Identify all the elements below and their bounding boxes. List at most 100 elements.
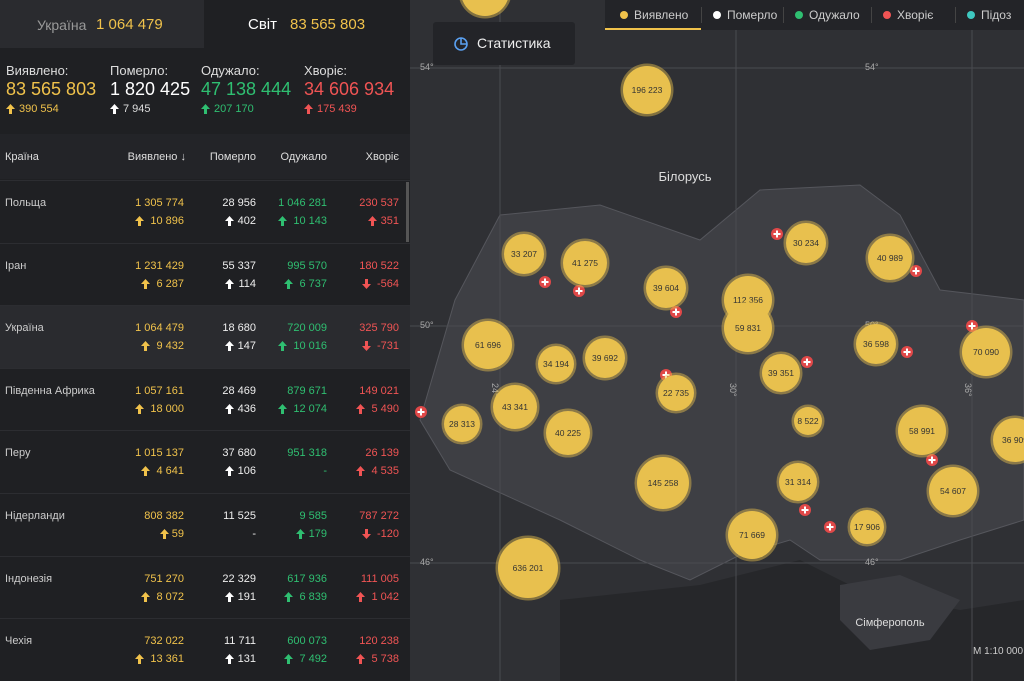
legend-item[interactable]: Виявлено (620, 0, 702, 30)
legend-item[interactable]: Підоз (967, 0, 1024, 30)
column-header: Виявлено ↓ (127, 151, 186, 163)
tab[interactable]: Світ 83 565 803 (204, 0, 410, 48)
table-row[interactable]: Перу 1 015 137 4 641 37 680 106 951 318 - 26 13… (0, 430, 410, 493)
legend-dot (883, 11, 891, 19)
cell-delta: 8 072 (156, 590, 184, 603)
cell-delta: 4 641 (156, 465, 184, 478)
cell-value: 1 015 137 (135, 447, 184, 460)
cluster-label: 30 234 (793, 238, 819, 248)
cell-value: 230 537 (359, 197, 399, 209)
cluster-label: 59 831 (735, 323, 761, 333)
cluster-label: 39 604 (653, 283, 679, 293)
cluster (759, 351, 803, 395)
cluster (535, 343, 577, 385)
legend-dot (967, 11, 975, 19)
legend-label: Хворіє (897, 8, 934, 22)
trend-arrow (277, 403, 287, 414)
table-row[interactable]: Іран 1 231 429 6 287 55 337 114 995 570 6 737 1… (0, 242, 410, 306)
cluster-label: 31 314 (785, 477, 811, 487)
table-row[interactable]: Індонезія 751 270 8 072 22 329 191 617 936 6 8… (0, 555, 410, 619)
column-header: Померло (209, 151, 256, 163)
cell-value: 720 009 (287, 322, 327, 335)
cell-delta: 1 042 (371, 590, 399, 603)
cluster (791, 404, 825, 438)
cluster (990, 415, 1024, 465)
cell-value: 808 382 (144, 510, 184, 522)
cluster (490, 382, 540, 432)
trend-arrow (134, 216, 144, 226)
button-label: Статистика (477, 35, 551, 51)
legend-label: Одужало (809, 8, 860, 22)
cluster (926, 464, 980, 518)
cluster-label: 36 598 (863, 339, 889, 349)
cell-value: 11 711 (223, 635, 256, 648)
trend-arrow (225, 403, 235, 414)
stats-button[interactable]: Статистика (433, 22, 575, 65)
trend-arrow (304, 104, 313, 114)
trend-arrow (356, 403, 365, 414)
cluster-label: 112 356 (733, 295, 763, 305)
summary-value: 1 820 425 (110, 79, 191, 99)
legend-item[interactable]: Померло (713, 0, 788, 30)
tab[interactable]: Україна 1 064 479 (0, 0, 204, 48)
cluster-label: 36 909 (1002, 435, 1024, 445)
table-row[interactable]: Польща 1 305 774 10 896 28 956 402 1 046 281 1… (0, 180, 410, 243)
cell-delta: 13 361 (150, 653, 184, 666)
cell-delta: -120 (376, 528, 399, 540)
table-row[interactable]: Південна Африка 1 057 161 18 000 28 469 436 8… (0, 367, 410, 431)
cell-delta: 18 000 (150, 402, 184, 415)
cluster (461, 318, 515, 372)
graticule-label: 54° (865, 62, 879, 72)
cell-delta: 7 492 (299, 653, 327, 666)
cluster-label: 196 223 (632, 85, 663, 95)
legend-dot (795, 11, 803, 19)
hospital-cross (662, 371, 670, 379)
column-header: Країна (5, 151, 39, 163)
cell-value: 1 046 281 (278, 197, 327, 209)
table-header: Країна Виявлено ↓ Померло Одужало Хворіє (0, 134, 410, 179)
legend-dot (620, 11, 628, 19)
table-row[interactable]: Нідерланди 808 382 59 11 525 - 9 585 179 787 27… (0, 493, 410, 556)
hospital-cross (541, 278, 549, 286)
cluster (959, 325, 1013, 379)
cell-delta: -731 (376, 340, 399, 353)
legend-item[interactable]: Одужало (795, 0, 870, 30)
trend-arrow (362, 341, 372, 352)
trend-arrow (141, 591, 150, 602)
table-row[interactable]: Україна 1 064 479 9 432 18 680 147 720 009 10 … (0, 305, 410, 369)
cell-value: 28 956 (222, 197, 256, 209)
country-name: Україна (5, 322, 44, 335)
trend-arrow (277, 341, 287, 352)
summary-value: 34 606 934 (304, 79, 395, 99)
table-row[interactable]: Чехія 732 022 13 361 11 711 131 600 073 7 492 1… (0, 618, 410, 681)
graticule-label: 30° (728, 383, 738, 397)
trend-arrow (134, 403, 144, 414)
trend-arrow (225, 341, 235, 352)
hospital-cross (826, 523, 834, 531)
legend-label: Виявлено (634, 8, 689, 22)
cell-value: 732 022 (144, 635, 184, 648)
legend-underline (605, 28, 701, 30)
cell-delta: - (252, 528, 256, 540)
country-name: Індонезія (5, 572, 53, 585)
legend-separator (701, 7, 702, 23)
legend-item[interactable]: Хворіє (883, 0, 958, 30)
summary-label: Померло: (110, 63, 169, 78)
summary-delta: 175 439 (317, 103, 357, 115)
cluster (459, 0, 511, 19)
legend-label: Підоз (981, 8, 1012, 22)
cell-delta: 4 535 (371, 465, 399, 478)
cell-value: 325 790 (359, 322, 399, 335)
cluster-label: 54 607 (940, 486, 966, 496)
cluster (895, 404, 949, 458)
cluster (634, 454, 692, 512)
cluster (853, 321, 899, 367)
cluster-label: 34 194 (543, 359, 569, 369)
cluster-label: 71 669 (739, 530, 765, 540)
cell-delta: 191 (237, 590, 256, 603)
cell-delta: 114 (238, 277, 256, 290)
graticule-label: 36° (963, 383, 973, 397)
trend-arrow (225, 591, 235, 602)
cell-value: 26 139 (365, 447, 399, 460)
